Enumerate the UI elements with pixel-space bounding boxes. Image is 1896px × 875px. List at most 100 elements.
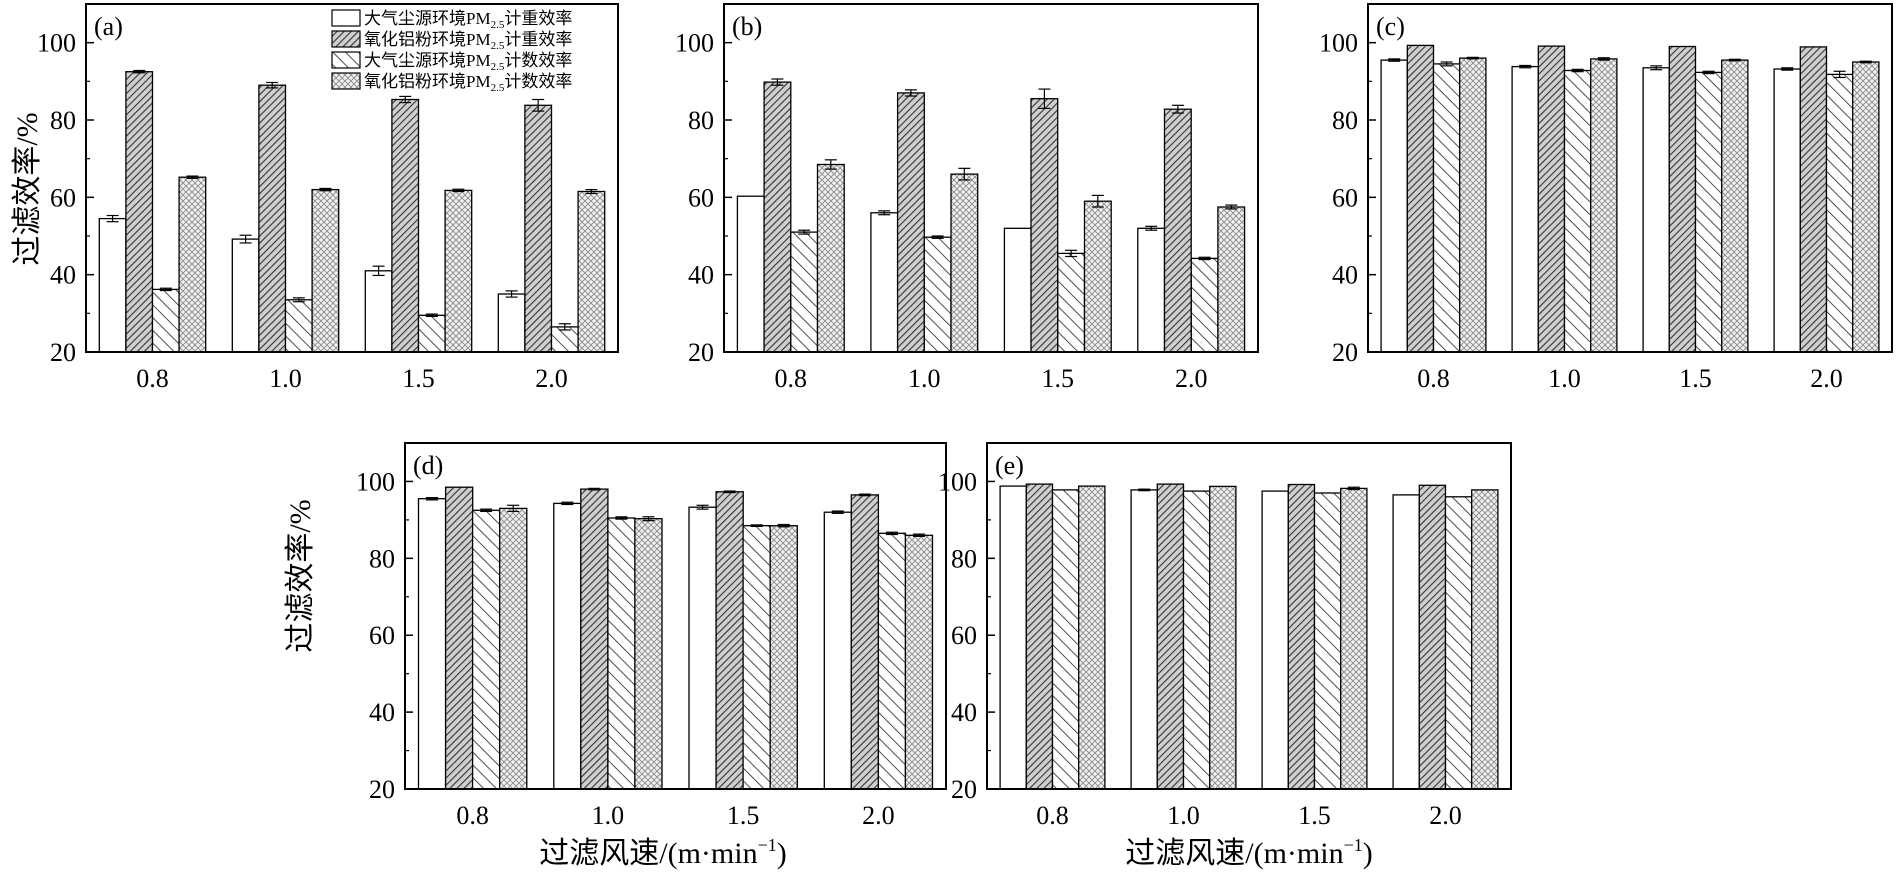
- bar-s4-c4: [577, 190, 606, 353]
- bar-s4-c2: [1590, 58, 1618, 353]
- error-bar-s4-c1: [1466, 56, 1479, 60]
- bar-s4-c3: [1721, 59, 1749, 353]
- legend-label-sub: 2.5: [491, 40, 505, 52]
- bar-s2-c4: [850, 494, 880, 790]
- bar-s1-c1: [736, 195, 765, 353]
- legend-label-main: 氧化铝粉环境PM: [364, 72, 491, 91]
- bar-s4-c4: [1217, 206, 1246, 353]
- bar-s3-c4: [1190, 257, 1219, 353]
- x-tick-label: 2.0: [1429, 801, 1462, 830]
- bar-s3-c2: [607, 517, 636, 790]
- bar-s4-c2: [950, 173, 979, 353]
- bar-s1-c4: [497, 293, 526, 353]
- error-bar-s1-c2: [239, 234, 252, 244]
- bar-s3-c3: [1057, 252, 1086, 353]
- error-bar-s3-c2: [1571, 68, 1584, 73]
- legend-label-main: 氧化铝粉环境PM: [364, 30, 491, 49]
- x-tick-label: 1.5: [1042, 364, 1075, 393]
- bar-s1-c3: [1261, 490, 1289, 790]
- bar-s1-c1: [98, 217, 127, 353]
- error-bar-s2-c1: [771, 78, 784, 86]
- bar-s3-c1: [151, 288, 180, 353]
- bar-s4-c3: [769, 525, 798, 790]
- error-bar-s1-c2: [561, 501, 574, 506]
- error-bar-s1-c3: [696, 504, 709, 510]
- y-tick-label: 80: [688, 106, 714, 135]
- bar-s2-c1: [1406, 44, 1435, 353]
- y-tick-label: 80: [369, 544, 395, 573]
- bar-s3-c1: [1432, 63, 1461, 353]
- bar-s2-c4: [1799, 46, 1828, 353]
- error-bar-s4-c1: [186, 175, 199, 179]
- error-bar-s4-c2: [319, 187, 332, 192]
- error-bar-s1-c3: [1650, 65, 1663, 71]
- bar-s2-c4: [1418, 484, 1447, 790]
- legend: 大气尘源环境PM2.5计重效率氧化铝粉环境PM2.5计重效率大气尘源环境PM2.…: [331, 9, 572, 94]
- legend-swatch: [331, 9, 361, 27]
- bar-s1-c1: [999, 485, 1027, 790]
- legend-label-sub: 2.5: [491, 82, 505, 94]
- bar-s3-c3: [417, 314, 446, 353]
- error-bar-s2-c4: [1171, 104, 1184, 114]
- y-tick-label: 20: [50, 338, 76, 367]
- error-bar-s2-c3: [399, 95, 412, 104]
- chart-panels: 20 40 60 80 100 0.8 1.0 1.5 2.0 (a) 20 40 60 80 100 0.8…: [37, 3, 1893, 830]
- x-axis-title-left-main: 过滤风速/(m·min: [539, 837, 757, 870]
- error-bar-s4-c4: [912, 533, 925, 538]
- error-bar-s3-c3: [750, 524, 763, 528]
- error-bar-s1-c4: [831, 510, 844, 514]
- bar-s2-c1: [444, 486, 474, 790]
- x-axis-title-left-close: ): [777, 837, 787, 870]
- y-tick-label: 60: [369, 621, 395, 650]
- y-tick-label: 80: [50, 106, 76, 135]
- y-tick-label: 60: [951, 621, 977, 650]
- error-bar-s4-c2: [958, 167, 971, 181]
- error-bar-s2-c2: [266, 81, 279, 89]
- error-bar-s4-c3: [1728, 58, 1741, 62]
- bar-s2-c1: [1025, 483, 1054, 790]
- error-bar-s4-c2: [642, 516, 655, 522]
- plot-frame: [723, 3, 1259, 353]
- y-tick-label: 100: [675, 29, 714, 58]
- error-bar-s2-c3: [723, 490, 736, 494]
- error-bar-s4-c1: [507, 504, 520, 513]
- x-tick-label: 1.5: [727, 801, 760, 830]
- error-bar-s1-c3: [372, 265, 385, 277]
- x-tick-label: 0.8: [1417, 364, 1450, 393]
- bar-s2-c4: [1163, 108, 1192, 353]
- y-tick-label: 20: [1332, 338, 1358, 367]
- y-tick-label: 100: [356, 467, 395, 496]
- legend-label-sub: 2.5: [491, 61, 505, 73]
- bar-s2-c1: [125, 71, 154, 353]
- panel-label: (b): [732, 12, 762, 41]
- bar-s3-c1: [471, 509, 501, 790]
- legend-swatch: [331, 30, 361, 48]
- chart-panel-2: 20 40 60 80 100 0.8 1.0 1.5 2.0 (b): [675, 3, 1259, 393]
- bar-s1-c1: [417, 498, 447, 790]
- bar-s2-c2: [1156, 483, 1185, 790]
- bar-s4-c3: [444, 189, 473, 353]
- bar-s1-c4: [823, 511, 853, 790]
- bar-s1-c4: [1392, 494, 1420, 790]
- bar-s4-c3: [1340, 487, 1368, 790]
- bar-s1-c3: [1003, 227, 1032, 353]
- error-bar-s3-c3: [1702, 70, 1715, 75]
- x-axis-title-right-main: 过滤风速/(m·min: [1125, 837, 1343, 870]
- bar-s4-c2: [311, 188, 340, 353]
- plot-frame: [1367, 3, 1893, 353]
- bar-s3-c1: [1051, 489, 1080, 790]
- error-bar-s4-c3: [777, 523, 790, 528]
- error-bar-s4-c3: [1347, 486, 1360, 491]
- error-bar-s4-c2: [1597, 57, 1610, 61]
- bar-s1-c4: [1137, 227, 1166, 353]
- error-bar-s3-c3: [1065, 249, 1078, 258]
- chart-panel-4: 20 40 60 80 100 0.8 1.0 1.5 2.0 (d): [356, 442, 947, 830]
- x-tick-label: 1.5: [402, 364, 435, 393]
- error-bar-s4-c3: [1091, 194, 1104, 208]
- legend-label-main: 大气尘源环境PM: [364, 9, 491, 28]
- bar-s3-c4: [1444, 496, 1473, 790]
- error-bar-s1-c1: [1388, 58, 1401, 62]
- legend-label-main: 大气尘源环境PM: [364, 51, 491, 70]
- bar-s4-c4: [1471, 489, 1499, 790]
